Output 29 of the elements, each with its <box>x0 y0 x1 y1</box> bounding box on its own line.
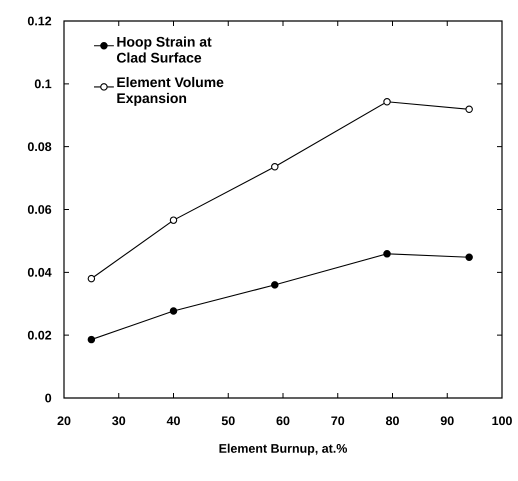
y-tick-label: 0.02 <box>28 330 52 340</box>
point <box>88 336 96 344</box>
y-tick-label: 0.12 <box>28 16 52 26</box>
x-tick-label: 90 <box>440 416 454 426</box>
point <box>88 274 96 282</box>
y-tick-label: 0 <box>45 394 52 402</box>
x-tick-label: 30 <box>112 416 126 426</box>
point <box>465 106 473 114</box>
x-tick-label: 20 <box>58 416 70 426</box>
y-tick-label: 0.06 <box>28 205 52 214</box>
x-tick-label: 100 <box>492 416 512 426</box>
x-tick-label: 40 <box>166 416 180 426</box>
y-tick-label: 0.04 <box>28 268 52 277</box>
y-tick-label: 0.08 <box>28 142 52 152</box>
legend-label: Hoop Strain at Clad Surface <box>116 36 212 63</box>
x-axis-title: Element Burnup, at.% <box>219 444 348 456</box>
point <box>170 307 178 315</box>
point <box>383 98 391 106</box>
point <box>271 163 279 171</box>
x-tick-label: 50 <box>222 416 235 426</box>
point <box>465 254 473 261</box>
x-tick-label: 70 <box>331 416 344 426</box>
x-tick-label: 60 <box>276 416 290 426</box>
point <box>170 216 178 224</box>
x-tick-label: 80 <box>386 416 399 426</box>
point <box>271 281 279 289</box>
y-tick-label: 0.1 <box>34 79 52 88</box>
legend-label: Element Volume Expansion <box>117 76 224 106</box>
point <box>383 250 391 258</box>
